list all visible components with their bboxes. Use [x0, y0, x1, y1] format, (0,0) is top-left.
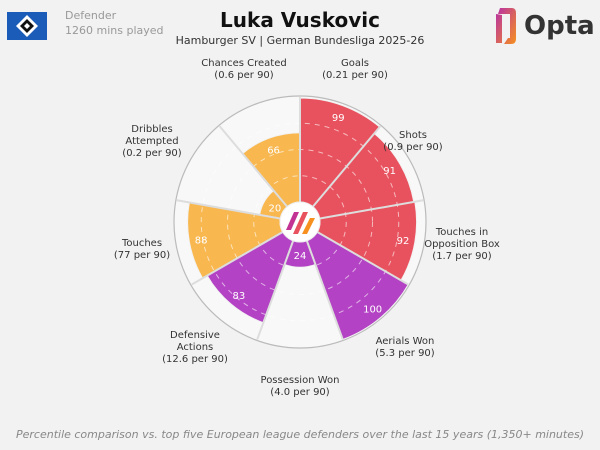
value-label: 88	[195, 235, 208, 246]
slice-divider	[191, 221, 301, 286]
footnote: Percentile comparison vs. top five Europ…	[15, 428, 585, 441]
value-label: 92	[397, 236, 410, 247]
category-label: Touches in Opposition Box (1.7 per 90)	[424, 227, 500, 263]
hsv-diamond-icon	[16, 15, 38, 37]
category-label: Goals (0.21 per 90)	[322, 58, 388, 82]
value-label: 83	[232, 291, 245, 302]
grid-ring	[253, 175, 347, 269]
category-name: Goals	[341, 58, 369, 69]
category-label: Defensive Actions (12.6 per 90)	[162, 330, 228, 366]
category-label: Shots (0.9 per 90)	[383, 130, 442, 154]
per90-value: (0.21 per 90)	[322, 70, 388, 81]
value-label: 20	[269, 204, 282, 215]
category-name: Touches	[121, 238, 163, 249]
category-name: Attempted	[125, 136, 179, 147]
category-name: Opposition Box	[424, 239, 500, 250]
opta-logo: Opta	[490, 5, 595, 47]
opta-mark-icon	[496, 8, 516, 44]
per90-value: (12.6 per 90)	[162, 354, 228, 365]
category-name: Possession Won	[260, 375, 340, 386]
category-name: Defensive	[170, 330, 220, 341]
per90-value: (77 per 90)	[113, 250, 171, 261]
category-name: Chances Created	[201, 58, 287, 69]
per90-value: (0.9 per 90)	[383, 142, 443, 153]
category-name: Shots	[399, 130, 427, 141]
category-name: Actions	[176, 342, 214, 353]
category-name: Touches in	[435, 227, 489, 238]
opta-hub-icon	[286, 212, 315, 234]
category-label: Chances Created (0.6 per 90)	[201, 58, 286, 82]
value-label: 100	[363, 305, 382, 316]
slice-divider	[176, 199, 301, 223]
slice-divider	[299, 125, 382, 223]
value-label: 91	[383, 166, 396, 177]
value-label: 24	[294, 251, 307, 262]
per90-value: (1.7 per 90)	[432, 251, 492, 262]
category-name: Dribbles	[131, 124, 173, 135]
slice-divider	[299, 199, 424, 223]
slice-divider	[256, 221, 301, 340]
slice-divider	[299, 221, 344, 340]
category-label: Possession Won (4.0 per 90)	[261, 375, 340, 399]
value-label: 99	[332, 113, 345, 124]
slice-divider	[218, 125, 301, 223]
category-label: Touches (77 per 90)	[114, 238, 170, 262]
category-name: Aerials Won	[375, 336, 435, 347]
subtitle: Hamburger SV | German Bundesliga 2025-26	[175, 34, 425, 47]
category-label: Aerials Won (5.3 per 90)	[375, 336, 434, 360]
per90-value: (0.2 per 90)	[122, 148, 182, 159]
club-crest	[7, 12, 47, 40]
brand-name: Opta	[524, 11, 595, 41]
per90-value: (4.0 per 90)	[270, 387, 330, 398]
page-title: Luka Vuskovic	[220, 8, 380, 32]
player-meta: Defender 1260 mins played	[65, 8, 164, 38]
per90-value: (0.6 per 90)	[214, 70, 274, 81]
position: Defender	[65, 9, 117, 22]
slice-divider	[299, 221, 409, 286]
per90-value: (5.3 per 90)	[375, 348, 435, 359]
category-label: Dribbles Attempted (0.2 per 90)	[122, 124, 181, 160]
minutes-played: 1260 mins played	[65, 24, 164, 37]
value-label: 66	[267, 145, 280, 156]
